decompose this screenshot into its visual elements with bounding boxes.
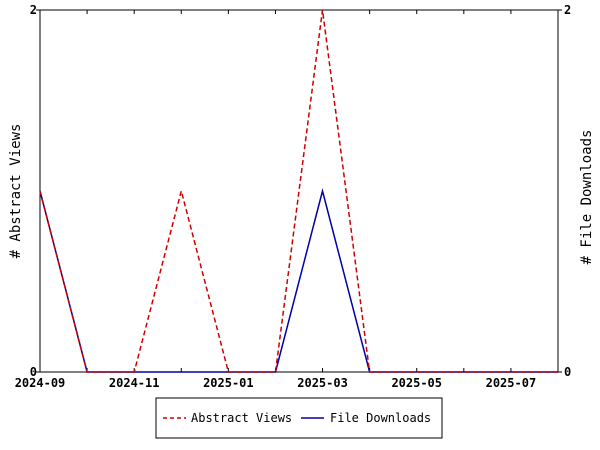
series-line-file-downloads <box>39 188 558 373</box>
x-tick-label: 2024-11 <box>109 376 160 390</box>
x-tick-label: 2025-07 <box>486 376 537 390</box>
series-line-abstract-views <box>39 9 558 373</box>
x-tick-label: 2025-01 <box>203 376 254 390</box>
plot-frame <box>39 9 559 373</box>
y-tick-label-left: 0 <box>30 365 37 379</box>
y-axis-title-right: # File Downloads <box>579 130 595 265</box>
x-tick-label: 2024-09 <box>15 376 66 390</box>
y-tick-label-right: 0 <box>564 365 571 379</box>
legend-label-abstract-views: Abstract Views <box>191 411 292 425</box>
x-tick-label: 2025-05 <box>391 376 442 390</box>
x-tick-label: 2025-03 <box>297 376 348 390</box>
series-layer <box>39 9 558 373</box>
y-axis-title-left: # Abstract Views <box>8 124 24 259</box>
y-tick-label-left: 2 <box>30 3 37 17</box>
legend-label-file-downloads: File Downloads <box>330 411 431 425</box>
y-tick-label-right: 2 <box>564 3 571 17</box>
x-axis: 2024-09 2024-11 2025-01 2025-03 2025-05 2025-… <box>15 10 559 390</box>
legend-box <box>155 397 443 439</box>
legend: Abstract Views File Downloads <box>155 397 443 439</box>
y-axes: 0 2 0 2 <box>30 3 571 379</box>
